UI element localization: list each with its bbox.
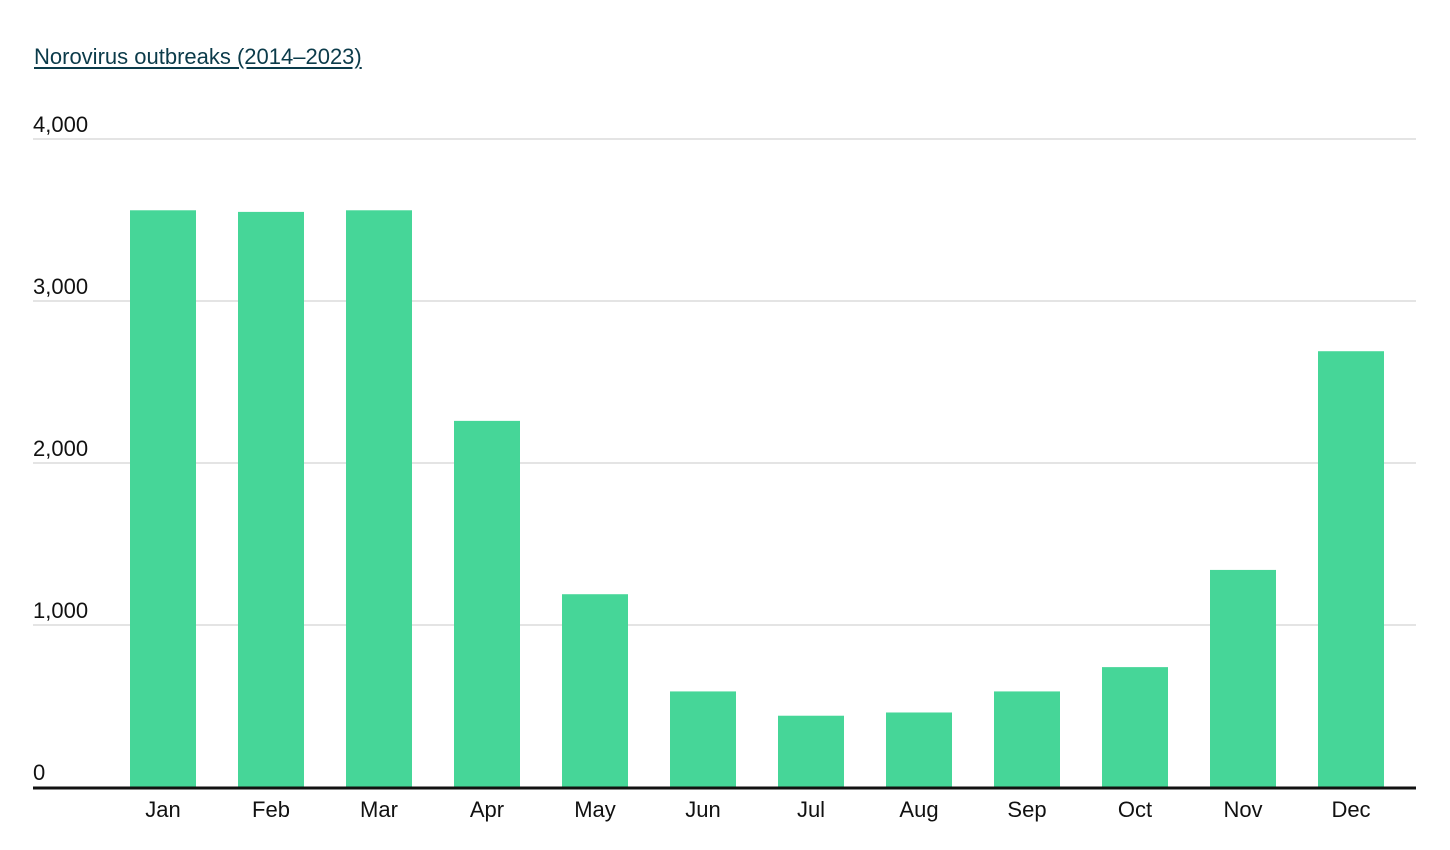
x-tick-label: Dec	[1331, 797, 1370, 822]
y-tick-label: 0	[33, 760, 45, 785]
bars	[130, 210, 1384, 787]
x-tick-label: Nov	[1223, 797, 1262, 822]
x-tick-label: Oct	[1118, 797, 1152, 822]
bar-jan[interactable]	[130, 210, 196, 787]
y-tick-label: 4,000	[33, 112, 88, 137]
bar-apr[interactable]	[454, 420, 520, 787]
x-tick-label: Mar	[360, 797, 398, 822]
y-tick-label: 3,000	[33, 274, 88, 299]
bar-jun[interactable]	[670, 691, 736, 787]
x-tick-label: Jul	[797, 797, 825, 822]
bar-jul[interactable]	[778, 715, 844, 787]
y-tick-label: 1,000	[33, 598, 88, 623]
bar-nov[interactable]	[1210, 569, 1276, 787]
x-tick-label: Feb	[252, 797, 290, 822]
y-tick-label: 2,000	[33, 436, 88, 461]
x-tick-label: Aug	[899, 797, 938, 822]
x-tick-label: Apr	[470, 797, 504, 822]
bar-mar[interactable]	[346, 210, 412, 787]
y-axis-tick-labels: 0 1,000 2,000 3,000 4,000	[33, 112, 88, 785]
x-tick-label: Jun	[685, 797, 720, 822]
x-tick-label: May	[574, 797, 616, 822]
bar-feb[interactable]	[238, 211, 304, 787]
x-axis-category-labels: Jan Feb Mar Apr May Jun Jul Aug Sep Oct Nov Dec	[145, 797, 1370, 822]
bar-may[interactable]	[562, 594, 628, 787]
bar-dec[interactable]	[1318, 351, 1384, 787]
x-tick-label: Sep	[1007, 797, 1046, 822]
bar-sep[interactable]	[994, 691, 1060, 787]
x-tick-label: Jan	[145, 797, 180, 822]
bar-aug[interactable]	[886, 712, 952, 787]
chart-title[interactable]: Norovirus outbreaks (2014–2023)	[34, 44, 362, 69]
bar-oct[interactable]	[1102, 667, 1168, 787]
